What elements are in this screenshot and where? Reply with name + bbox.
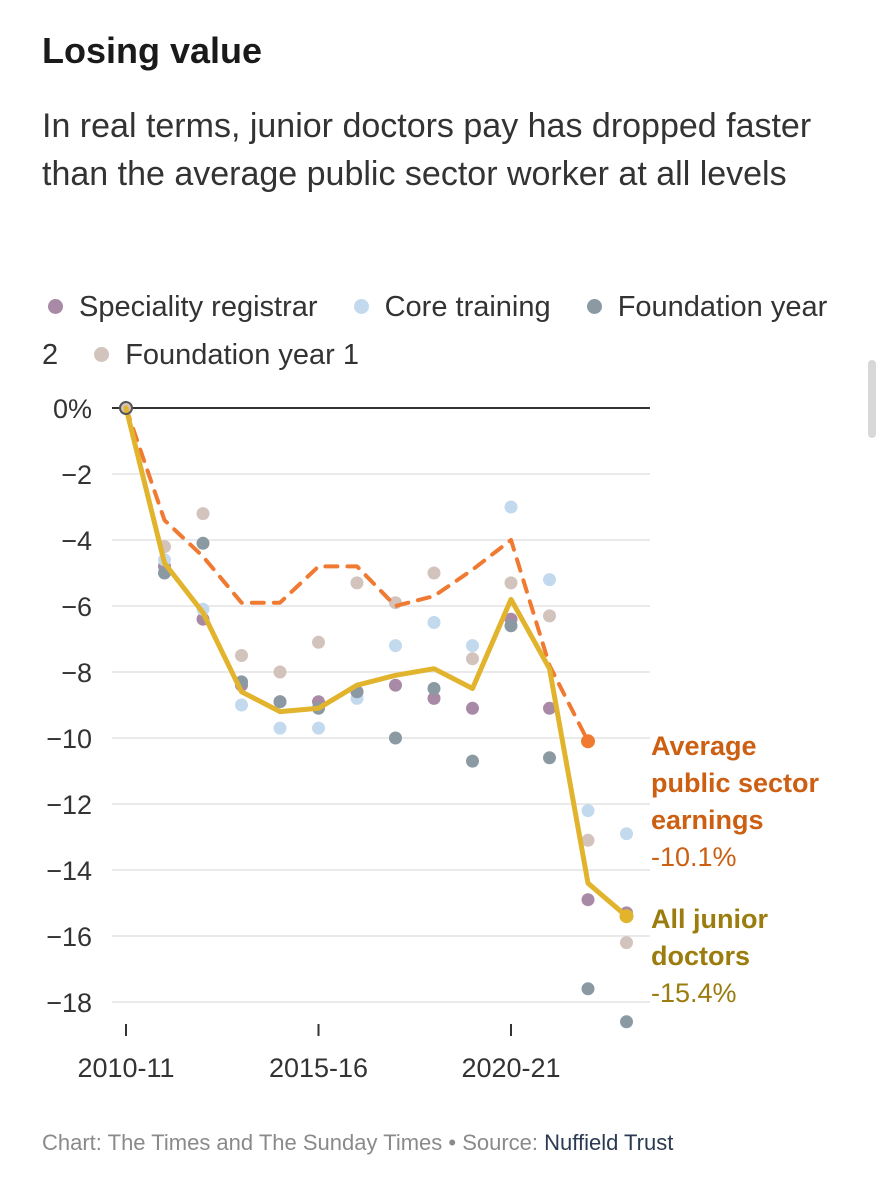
data-point <box>350 576 364 590</box>
data-point <box>581 982 595 996</box>
data-point <box>620 1015 633 1029</box>
y-tick-label: −2 <box>61 460 92 490</box>
junior-doctors-line <box>123 405 629 919</box>
chart-title: Losing value <box>42 30 263 71</box>
data-point <box>581 893 595 907</box>
annotation-value: -10.1% <box>651 842 737 872</box>
annotation-value: -15.4% <box>651 978 737 1008</box>
data-point <box>543 609 556 623</box>
data-point <box>466 652 479 666</box>
data-point <box>273 721 287 735</box>
data-point <box>466 754 479 768</box>
annotation-label-line: doctors <box>651 941 750 971</box>
data-point <box>196 507 210 521</box>
data-point <box>620 936 633 950</box>
line-chart: 0% −2 −4 −6 −8 −10 −12 −14 −16 −18 2010-11 2015-16 2… <box>46 394 820 1083</box>
data-point <box>581 804 595 818</box>
annotation-label-line: earnings <box>651 805 764 835</box>
junior-doctors-annotation: All junior doctors -15.4% <box>651 904 768 1008</box>
footer-source: Nuffield Trust <box>544 1130 674 1155</box>
legend-item-speciality-registrar: Speciality registrar <box>42 291 318 323</box>
data-point <box>273 695 287 709</box>
dot-series-foundation-year-1 <box>119 401 633 950</box>
data-point <box>235 698 248 712</box>
data-point <box>620 827 633 841</box>
annotation-label-line: public sector <box>651 768 820 798</box>
legend-dot-icon <box>48 299 63 314</box>
data-point <box>312 721 325 735</box>
chart-subtitle: In real terms, junior doctors pay has dr… <box>42 107 812 193</box>
public-sector-line <box>124 406 590 744</box>
data-point <box>504 576 518 590</box>
public-sector-endpoint <box>581 734 595 749</box>
data-point <box>543 751 556 765</box>
public-sector-annotation: Average public sector earnings -10.1% <box>651 731 820 872</box>
legend-label: Speciality registrar <box>79 291 318 323</box>
junior-doctors-endpoint <box>619 909 634 924</box>
data-point <box>273 665 287 679</box>
data-point <box>427 682 441 695</box>
legend-item-foundation-year-2: Foundation year 2 <box>42 291 827 371</box>
x-tick-label: 2010-11 <box>77 1053 174 1083</box>
data-point <box>312 635 325 649</box>
y-tick-label: 0% <box>53 394 92 424</box>
footer-credit: Chart: The Times and The Sunday Times • … <box>42 1130 545 1155</box>
data-point <box>389 678 402 692</box>
y-tick-label: −16 <box>46 922 92 952</box>
legend-label: Foundation year 1 <box>125 339 359 371</box>
x-tick-label: 2020-21 <box>461 1053 560 1083</box>
annotation-label-line: Average <box>651 731 757 761</box>
legend-label: Foundation year 2 <box>42 291 828 371</box>
data-point <box>389 731 402 745</box>
legend-dot-icon <box>94 347 110 362</box>
y-tick-label: −8 <box>61 658 92 688</box>
data-point <box>389 639 402 653</box>
data-point <box>543 701 556 715</box>
data-point <box>427 616 441 629</box>
annotation-label-line: All junior <box>651 904 768 934</box>
y-tick-label: −4 <box>61 526 92 556</box>
origin-marker <box>119 401 133 415</box>
data-point <box>427 566 441 580</box>
data-point <box>427 691 441 705</box>
legend-label: Core training <box>384 291 551 323</box>
y-tick-label: −14 <box>46 856 92 886</box>
y-tick-label: −12 <box>46 790 92 820</box>
dot-series-speciality-registrar <box>119 401 633 920</box>
y-tick-label: −10 <box>46 724 92 754</box>
legend-item-foundation-year-1: Foundation year 1 <box>88 339 359 371</box>
legend-dot-icon <box>353 299 369 314</box>
data-point <box>581 833 595 847</box>
data-point <box>466 701 479 715</box>
data-point <box>543 573 556 587</box>
x-tick-label: 2015-16 <box>269 1053 368 1083</box>
data-point <box>196 536 210 550</box>
legend-item-core-training: Core training <box>348 291 551 323</box>
data-point <box>504 500 518 514</box>
data-point <box>504 619 518 633</box>
legend: Speciality registrar Core training Found… <box>42 283 832 379</box>
y-tick-label: −18 <box>46 988 92 1018</box>
chart-footer: Chart: The Times and The Sunday Times • … <box>42 1130 673 1156</box>
data-point <box>466 639 479 653</box>
y-tick-label: −6 <box>61 592 92 622</box>
legend-dot-icon <box>586 299 602 314</box>
data-point <box>235 649 248 662</box>
scrollbar-thumb[interactable] <box>868 360 876 438</box>
dot-series-core-training <box>119 401 633 841</box>
